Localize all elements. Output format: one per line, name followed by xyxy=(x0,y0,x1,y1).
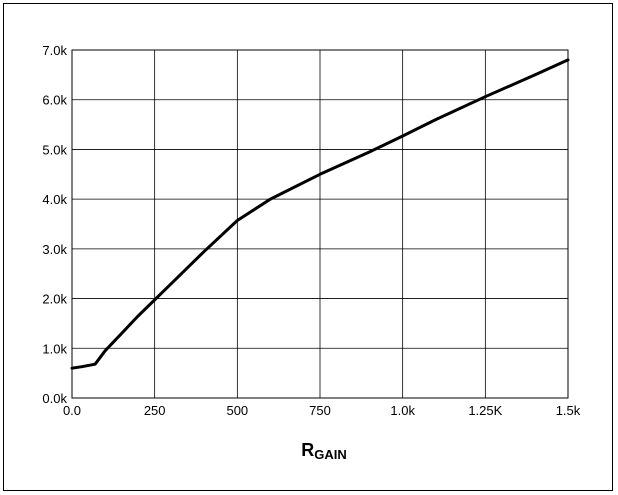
x-axis-label-subscript: GAIN xyxy=(314,447,347,462)
x-axis-label-main: R xyxy=(301,440,314,460)
x-tick-label: 1.5k xyxy=(556,403,581,418)
x-tick-label: 0.0 xyxy=(63,403,81,418)
x-axis-label: RGAIN xyxy=(301,440,347,462)
x-tick-label: 1.25K xyxy=(468,403,502,418)
y-tick-label: 5.0k xyxy=(42,142,67,157)
y-tick-label: 6.0k xyxy=(42,93,67,108)
y-tick-label: 0.0k xyxy=(42,391,67,406)
plot-area-border xyxy=(71,49,569,399)
y-tick-label: 2.0k xyxy=(42,292,67,307)
series-layer xyxy=(70,58,570,370)
y-tick-label: 1.0k xyxy=(42,341,67,356)
y-tick-label: 4.0k xyxy=(42,192,67,207)
y-tick-label: 3.0k xyxy=(42,242,67,257)
x-tick-label: 750 xyxy=(309,403,331,418)
x-tick-label: 1.0k xyxy=(390,403,415,418)
y-axis-ticks: 0.0k 1.0k 2.0k 3.0k 4.0k 5.0k 6.0k 7.0k xyxy=(42,43,67,406)
x-tick-label: 500 xyxy=(226,403,248,418)
grid-lines xyxy=(71,49,569,399)
series-line-0 xyxy=(70,58,570,370)
y-tick-label: 7.0k xyxy=(42,43,67,58)
x-tick-label: 250 xyxy=(144,403,166,418)
x-axis-ticks: 0.0 250 500 750 1.0k 1.25K 1.5k xyxy=(63,403,581,418)
